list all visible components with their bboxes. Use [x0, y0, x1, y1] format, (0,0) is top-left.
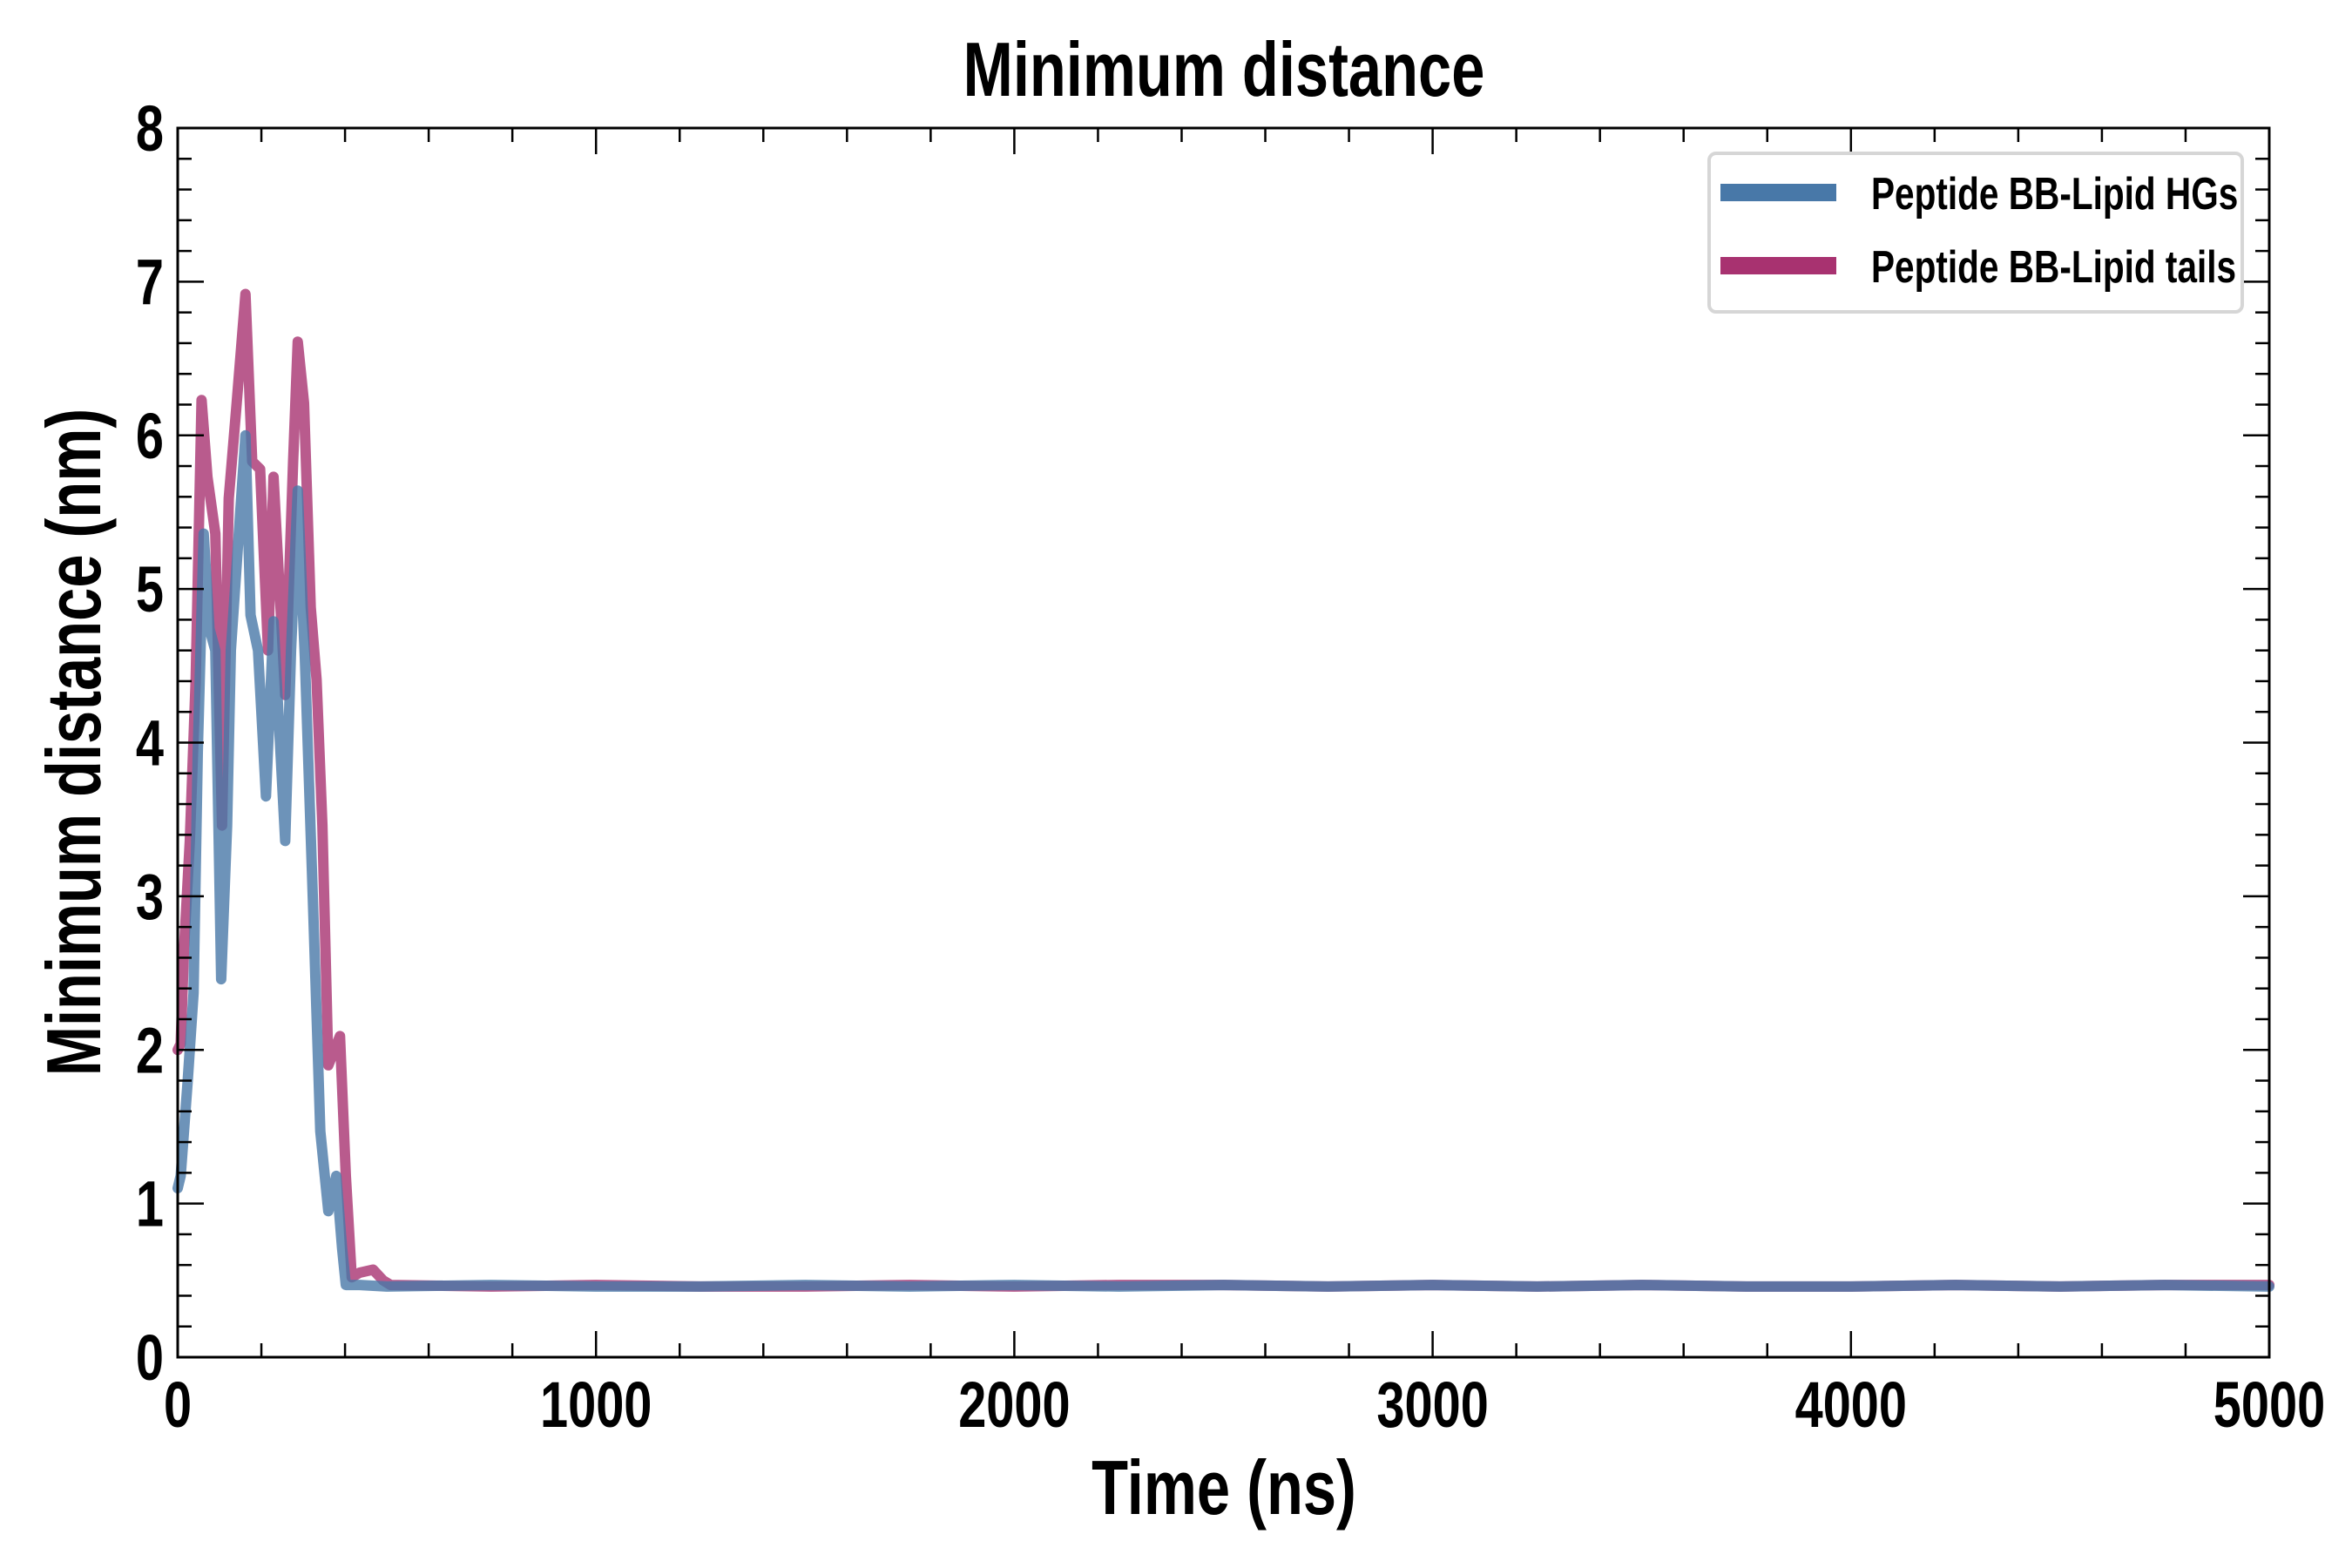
- y-tick-label: 4: [136, 708, 164, 781]
- x-tick-label: 0: [164, 1369, 192, 1442]
- y-tick-label: 8: [136, 93, 164, 166]
- legend: Peptide BB-Lipid HGs Peptide BB-Lipid ta…: [1707, 152, 2244, 314]
- y-tick-label: 2: [136, 1015, 164, 1087]
- legend-box: [1707, 152, 2244, 314]
- x-tick-label: 3000: [1376, 1369, 1488, 1442]
- y-axis-label: Minimum distance (nm): [31, 409, 117, 1076]
- x-axis-label: Time (ns): [1092, 1445, 1356, 1531]
- x-tick-label: 5000: [2213, 1369, 2325, 1442]
- chart-title: Minimum distance: [963, 27, 1485, 112]
- series-layer: [172, 288, 2274, 1292]
- series-line-1: [172, 288, 2274, 1292]
- x-tick-label: 1000: [540, 1369, 652, 1442]
- y-tick-label: 7: [136, 247, 164, 320]
- y-tick-label: 5: [136, 554, 164, 626]
- y-tick-label: 1: [136, 1169, 164, 1241]
- x-tick-label: 4000: [1795, 1369, 1907, 1442]
- series-line-0: [172, 429, 2274, 1292]
- y-tick-label: 3: [136, 862, 164, 934]
- legend-label-hgs: Peptide BB-Lipid HGs: [1871, 168, 2238, 219]
- x-tick-label: 2000: [958, 1369, 1070, 1442]
- y-tick-label: 0: [136, 1322, 164, 1395]
- y-tick-label: 6: [136, 401, 164, 473]
- legend-label-tails: Peptide BB-Lipid tails: [1871, 241, 2236, 292]
- tick-layer: 0 1000 2000 3000 4000 5000 0 1 2 3 4 5 6 7 8: [136, 93, 2325, 1442]
